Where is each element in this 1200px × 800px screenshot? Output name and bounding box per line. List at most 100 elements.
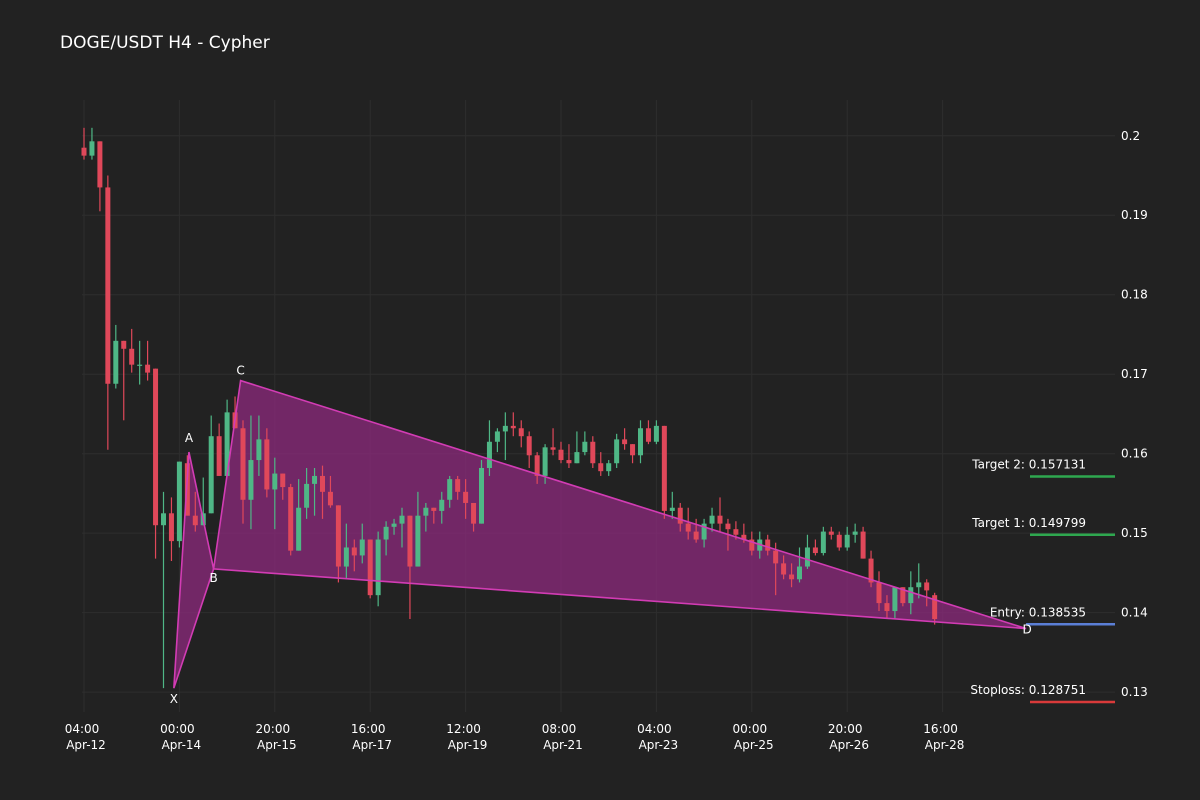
y-tick-label: 0.2	[1121, 129, 1140, 143]
candle-down	[216, 436, 222, 476]
y-tick-label: 0.17	[1121, 367, 1148, 381]
pattern-labels: X A B C D	[170, 364, 1032, 707]
candle-up	[343, 547, 349, 567]
candle-down	[773, 550, 779, 564]
candle-up	[653, 425, 659, 442]
candle-down	[677, 507, 683, 524]
candle-up	[312, 475, 318, 484]
x-tick-date-label: Apr-28	[925, 738, 965, 752]
candle-down	[661, 425, 667, 511]
candle-up	[304, 483, 310, 508]
y-tick-label: 0.16	[1121, 447, 1148, 461]
cypher-pattern	[173, 380, 1027, 689]
candle-up	[582, 441, 588, 453]
candle-up	[614, 439, 620, 464]
candle-down	[407, 515, 413, 567]
grid	[82, 100, 1115, 712]
candle-up	[439, 499, 445, 511]
pattern-triangle-xab	[173, 452, 214, 689]
chart-title: DOGE/USDT H4 - Cypher	[60, 33, 270, 53]
candle-down	[812, 547, 818, 554]
candle-up	[797, 566, 802, 580]
candle-up	[415, 515, 421, 567]
candle-down	[335, 505, 341, 567]
candle-up	[296, 507, 302, 551]
x-tick-label: 04:00	[65, 722, 100, 736]
candle-down	[327, 491, 333, 506]
candle-up	[486, 441, 492, 468]
candle-up	[852, 531, 858, 535]
candle-up	[447, 479, 453, 500]
candle-down	[153, 368, 159, 526]
candle-down	[924, 582, 930, 591]
candle-up	[844, 534, 850, 548]
x-tick-date-label: Apr-19	[448, 738, 488, 752]
candle-down	[749, 539, 755, 551]
candle-down	[733, 529, 739, 535]
x-tick-date-label: Apr-14	[162, 738, 202, 752]
candle-down	[431, 507, 437, 511]
candle-down	[828, 531, 834, 535]
x-tick-label: 00:00	[160, 722, 195, 736]
candle-down	[598, 463, 604, 472]
candle-down	[351, 547, 357, 556]
candle-up	[176, 461, 182, 542]
candle-down	[725, 523, 731, 530]
candle-up	[709, 515, 715, 524]
candle-down	[900, 587, 906, 604]
x-tick-date-label: Apr-15	[257, 738, 297, 752]
pattern-triangle-bcd-outline	[212, 379, 1027, 630]
x-tick-label: 04:00	[637, 722, 672, 736]
pattern-point-label: X	[170, 692, 178, 706]
target-level-label: Target 1: 0.149799	[971, 516, 1086, 530]
candle-down	[145, 364, 151, 373]
candle-up	[113, 340, 119, 384]
x-tick-date-label: Apr-12	[66, 738, 106, 752]
candle-down	[463, 491, 469, 503]
candle-up	[272, 473, 278, 490]
x-tick-label: 08:00	[542, 722, 577, 736]
candle-down	[288, 487, 294, 551]
candle-down	[510, 425, 516, 429]
candle-up	[423, 507, 429, 516]
y-tick-label: 0.19	[1121, 208, 1148, 222]
candle-up	[908, 587, 914, 604]
x-tick-label: 20:00	[256, 722, 291, 736]
candle-down	[534, 455, 540, 476]
candle-up	[606, 463, 612, 472]
x-tick-label: 16:00	[351, 722, 386, 736]
candle-down	[105, 187, 111, 384]
candle-down	[121, 340, 127, 349]
candle-up	[391, 523, 397, 527]
candle-down	[789, 574, 795, 580]
candle-down	[860, 531, 866, 559]
candle-up	[359, 539, 365, 556]
candle-down	[932, 595, 938, 620]
candle-up	[820, 531, 826, 554]
candle-down	[280, 473, 286, 488]
x-tick-date-label: Apr-26	[829, 738, 869, 752]
candle-up	[701, 523, 707, 540]
candle-down	[97, 141, 103, 188]
candle-down	[884, 603, 890, 612]
candle-up	[248, 460, 254, 500]
candles	[81, 127, 938, 689]
y-tick-label: 0.14	[1121, 606, 1148, 620]
candle-down	[455, 479, 461, 492]
candle-up	[137, 364, 143, 366]
candle-down	[717, 515, 723, 524]
candle-down	[264, 439, 270, 490]
candle-down	[590, 441, 596, 464]
candle-down	[645, 428, 651, 442]
candle-down	[367, 539, 373, 596]
y-tick-label: 0.13	[1121, 685, 1148, 699]
x-tick-label: 16:00	[923, 722, 958, 736]
candle-up	[208, 436, 214, 514]
candle-up	[479, 467, 484, 524]
candle-down	[129, 348, 135, 365]
candle-down	[240, 428, 246, 500]
candle-up	[494, 431, 500, 442]
x-tick-label: 20:00	[828, 722, 863, 736]
stoploss-level-label: Stoploss: 0.128751	[970, 683, 1086, 697]
